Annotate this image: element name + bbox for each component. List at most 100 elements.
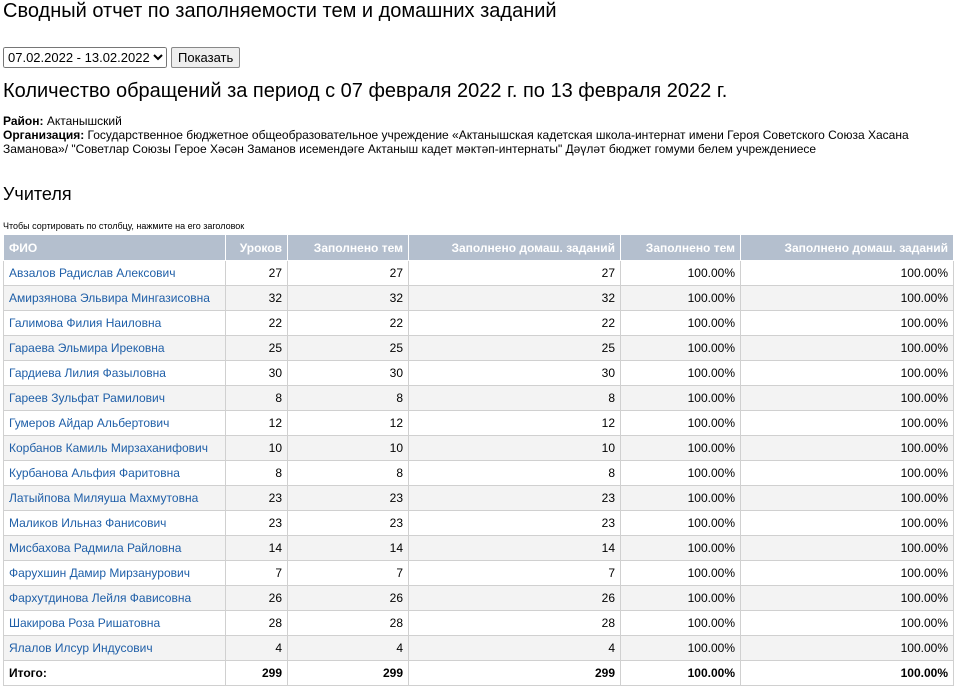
cell-text: 8 (275, 391, 282, 405)
cell-text: 12 (268, 416, 282, 430)
cell-text: 100.00% (687, 416, 735, 430)
name-cell: Латыйпова Миляуша Махмутовна (3, 485, 226, 511)
teacher-name[interactable]: Корбанов Камиль Мирзаханифович (9, 441, 208, 455)
name-cell: Гумеров Айдар Альбертович (3, 410, 226, 436)
name-cell: Корбанов Камиль Мирзаханифович (3, 435, 226, 461)
cell: 100.00% (740, 610, 954, 636)
cell: 4 (408, 635, 621, 661)
header-row: ФИО Уроков Заполнено тем Заполнено домаш. з… (3, 234, 954, 261)
name-cell: Курбанова Альфия Фаритовна (3, 460, 226, 486)
cell: 7 (287, 560, 409, 586)
column-header[interactable]: Заполнено домаш. заданий (740, 234, 954, 261)
teacher-name[interactable]: Ялалов Илсур Индусович (9, 641, 153, 655)
cell: 100.00% (740, 385, 954, 411)
cell-text: 28 (268, 616, 282, 630)
cell: 28 (287, 610, 409, 636)
teacher-name[interactable]: Курбанова Альфия Фаритовна (9, 466, 180, 480)
cell: 27 (287, 260, 409, 286)
teacher-name[interactable]: Фарухшин Дамир Мирзанурович (9, 566, 190, 580)
teacher-name[interactable]: Авзалов Радислав Алексович (9, 266, 176, 280)
cell-text: 100.00% (687, 516, 735, 530)
teacher-name[interactable]: Гумеров Айдар Альбертович (9, 416, 170, 430)
cell: 100.00% (620, 310, 741, 336)
teacher-name[interactable]: Амирзянова Эльвира Мингазисовна (9, 291, 210, 305)
teacher-name[interactable]: Латыйпова Миляуша Махмутовна (9, 491, 199, 505)
cell: 100.00% (740, 535, 954, 561)
cell: 100.00% (620, 660, 741, 686)
cell: 25 (225, 335, 288, 361)
period-select[interactable]: 07.02.2022 - 13.02.2022 (3, 47, 167, 68)
cell: 28 (225, 610, 288, 636)
teacher-name[interactable]: Шакирова Роза Ришатовна (9, 616, 161, 630)
cell-text: 28 (389, 616, 403, 630)
cell: 100.00% (740, 410, 954, 436)
cell-text: 100.00% (900, 466, 948, 480)
cell: 10 (408, 435, 621, 461)
cell-text: 8 (608, 391, 615, 405)
cell-text: 299 (594, 666, 615, 680)
cell-text: 100.00% (687, 316, 735, 330)
cell: 27 (408, 260, 621, 286)
cell-text: 100.00% (900, 591, 948, 605)
name-cell: Ялалов Илсур Индусович (3, 635, 226, 661)
cell-text: 100.00% (900, 341, 948, 355)
show-button[interactable]: Показать (171, 47, 241, 68)
cell-text: 100.00% (687, 616, 735, 630)
cell-text: 22 (268, 316, 282, 330)
teachers-table: ФИО Уроков Заполнено тем Заполнено домаш. з… (3, 234, 954, 686)
cell: 26 (408, 585, 621, 611)
name-cell: Авзалов Радислав Алексович (3, 260, 226, 286)
cell: 100.00% (740, 485, 954, 511)
cell: 100.00% (620, 335, 741, 361)
name-cell: Гареев Зульфат Рамилович (3, 385, 226, 411)
cell: 8 (225, 385, 288, 411)
cell: 32 (408, 285, 621, 311)
column-header[interactable]: Заполнено тем (620, 234, 741, 261)
name-cell: Фарухшин Дамир Мирзанурович (3, 560, 226, 586)
teacher-name[interactable]: Гараева Эльмира Ирековна (9, 341, 165, 355)
cell-text: 7 (275, 566, 282, 580)
teacher-name[interactable]: Мисбахова Радмила Райловна (9, 541, 182, 555)
cell: 100.00% (620, 635, 741, 661)
cell-text: 7 (608, 566, 615, 580)
teacher-name[interactable]: Гареев Зульфат Рамилович (9, 391, 165, 405)
column-header[interactable]: Уроков (225, 234, 288, 261)
cell: 8 (225, 460, 288, 486)
teacher-name[interactable]: Гардиева Лилия Фазыловна (9, 366, 166, 380)
cell: 100.00% (740, 635, 954, 661)
cell: 100.00% (740, 360, 954, 386)
cell: 22 (287, 310, 409, 336)
name-cell: Мисбахова Радмила Райловна (3, 535, 226, 561)
teacher-name[interactable]: Фархутдинова Лейля Фависовна (9, 591, 192, 605)
column-header[interactable]: Заполнено тем (287, 234, 409, 261)
cell: 299 (225, 660, 288, 686)
column-header[interactable]: Заполнено домаш. заданий (408, 234, 621, 261)
cell: 299 (287, 660, 409, 686)
cell: 30 (287, 360, 409, 386)
cell-text: 100.00% (687, 266, 735, 280)
teacher-name[interactable]: Галимова Филия Наиловна (9, 316, 162, 330)
cell-text: 25 (268, 341, 282, 355)
org-label: Организация: (3, 128, 85, 142)
table-row: Мисбахова Радмила Райловна 14 14 14 100.00% 1… (3, 535, 954, 561)
cell: 32 (287, 285, 409, 311)
table-row: Шакирова Роза Ришатовна 28 28 28 100.00% 100.… (3, 610, 954, 636)
cell-text: 25 (601, 341, 615, 355)
report-info: Район: Актанышский Организация: Государс… (3, 114, 943, 156)
cell-text: 22 (389, 316, 403, 330)
cell-text: 100.00% (900, 641, 948, 655)
cell: 100.00% (740, 585, 954, 611)
cell: 100.00% (740, 285, 954, 311)
cell: 25 (408, 335, 621, 361)
table-row: Галимова Филия Наиловна 22 22 22 100.00% 100.… (3, 310, 954, 336)
cell: 12 (225, 410, 288, 436)
name-cell: Маликов Ильназ Фанисович (3, 510, 226, 536)
cell-text: 7 (396, 566, 403, 580)
column-header[interactable]: ФИО (3, 234, 226, 261)
cell-text: 100.00% (687, 441, 735, 455)
cell-text: 100.00% (687, 366, 735, 380)
page-title: Сводный отчет по заполняемости тем и дом… (3, 0, 557, 22)
cell-text: 22 (601, 316, 615, 330)
teacher-name[interactable]: Маликов Ильназ Фанисович (9, 516, 167, 530)
